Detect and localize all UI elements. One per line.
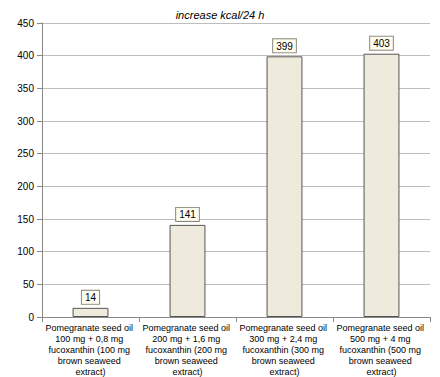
- svg-text:403: 403: [373, 38, 390, 49]
- svg-text:extract): extract): [366, 367, 396, 377]
- svg-text:extract): extract): [269, 367, 299, 377]
- svg-text:450: 450: [17, 18, 34, 29]
- svg-text:300: 300: [17, 116, 34, 127]
- svg-text:increase kcal/24 h: increase kcal/24 h: [176, 9, 265, 21]
- svg-text:100: 100: [17, 246, 34, 257]
- svg-text:300 mg + 2,4 mg: 300 mg + 2,4 mg: [249, 334, 319, 344]
- svg-text:250: 250: [17, 148, 34, 159]
- svg-text:fucoxanthin (500 mg: fucoxanthin (500 mg: [339, 345, 423, 355]
- svg-text:fucoxanthin (100 mg: fucoxanthin (100 mg: [48, 345, 132, 355]
- svg-text:Pomegranate seed oil: Pomegranate seed oil: [45, 323, 135, 333]
- svg-text:200: 200: [17, 181, 34, 192]
- svg-text:extract): extract): [75, 367, 105, 377]
- svg-text:brown seaweed: brown seaweed: [58, 356, 124, 366]
- svg-text:0: 0: [28, 312, 34, 323]
- svg-text:14: 14: [85, 292, 97, 303]
- svg-text:400: 400: [17, 50, 34, 61]
- svg-text:Pomegranate seed oil: Pomegranate seed oil: [336, 323, 426, 333]
- svg-text:150: 150: [17, 214, 34, 225]
- svg-text:Pomegranate seed oil: Pomegranate seed oil: [239, 323, 329, 333]
- svg-text:fucoxanthin (300 mg: fucoxanthin (300 mg: [242, 345, 326, 355]
- svg-text:350: 350: [17, 83, 34, 94]
- svg-text:brown seaweed: brown seaweed: [349, 356, 415, 366]
- svg-text:500 mg + 4 mg: 500 mg + 4 mg: [350, 334, 413, 344]
- svg-text:200 mg + 1,6 mg: 200 mg + 1,6 mg: [152, 334, 222, 344]
- svg-text:extract): extract): [172, 367, 202, 377]
- svg-text:399: 399: [276, 41, 293, 52]
- svg-text:141: 141: [179, 209, 196, 220]
- svg-text:brown seaweed: brown seaweed: [252, 356, 318, 366]
- svg-text:100 mg + 0,8 mg: 100 mg + 0,8 mg: [55, 334, 125, 344]
- svg-text:fucoxanthin (200 mg: fucoxanthin (200 mg: [145, 345, 229, 355]
- svg-text:50: 50: [23, 279, 35, 290]
- svg-text:Pomegranate seed oil: Pomegranate seed oil: [142, 323, 232, 333]
- svg-text:brown seaweed: brown seaweed: [155, 356, 221, 366]
